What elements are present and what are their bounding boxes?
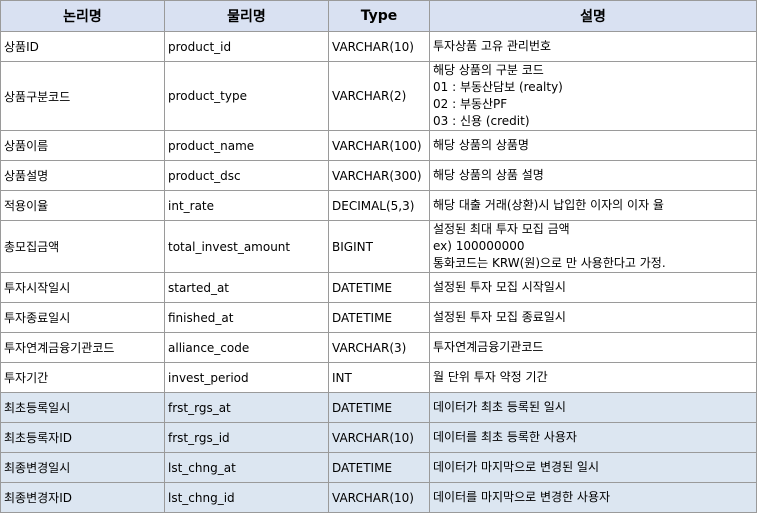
cell-physical-name: int_rate	[164, 190, 329, 221]
table-row: 상품이름 product_name VARCHAR(100) 해당 상품의 상품명	[0, 130, 757, 161]
cell-physical-name: started_at	[164, 272, 329, 303]
cell-physical-name: product_type	[164, 61, 329, 131]
cell-physical-name: alliance_code	[164, 332, 329, 363]
table-row: 적용이율 int_rate DECIMAL(5,3) 해당 대출 거래(상환)시 납입…	[0, 190, 757, 221]
description-line: ex) 100000000	[433, 239, 525, 253]
description-line: 투자연계금융기관코드	[433, 340, 544, 354]
cell-physical-name: frst_rgs_id	[164, 422, 329, 453]
cell-logical-name: 적용이율	[0, 190, 165, 221]
description-line: 투자상품 고유 관리번호	[433, 39, 552, 53]
description-line: 월 단위 투자 약정 기간	[433, 370, 548, 384]
cell-description: 해당 상품의 상품 설명	[429, 160, 757, 191]
cell-type: DATETIME	[328, 302, 430, 333]
cell-description: 투자상품 고유 관리번호	[429, 31, 757, 62]
table-row: 최초등록일시 frst_rgs_at DATETIME 데이터가 최초 등록된 일시	[0, 392, 757, 423]
cell-logical-name: 투자시작일시	[0, 272, 165, 303]
table-row: 투자기간 invest_period INT 월 단위 투자 약정 기간	[0, 362, 757, 393]
cell-physical-name: lst_chng_id	[164, 482, 329, 513]
description-line: 통화코드는 KRW(원)으로 만 사용한다고 가정.	[433, 256, 666, 270]
table-row: 최종변경일시 lst_chng_at DATETIME 데이터가 마지막으로 변경된 …	[0, 452, 757, 483]
table-row: 최종변경자ID lst_chng_id VARCHAR(10) 데이터를 마지막으로 …	[0, 482, 757, 513]
table-row: 투자시작일시 started_at DATETIME 설정된 투자 모집 시작일시	[0, 272, 757, 303]
description-line: 데이터를 마지막으로 변경한 사용자	[433, 490, 611, 504]
description-line: 03 : 신용 (credit)	[433, 114, 530, 128]
cell-logical-name: 투자연계금융기관코드	[0, 332, 165, 363]
description-line: 설정된 투자 모집 시작일시	[433, 280, 566, 294]
cell-type: BIGINT	[328, 220, 430, 273]
table-row: 상품구분코드 product_type VARCHAR(2) 해당 상품의 구분 코드…	[0, 61, 757, 131]
cell-logical-name: 최초등록일시	[0, 392, 165, 423]
table-row: 총모집금액 total_invest_amount BIGINT 설정된 최대 투자 …	[0, 220, 757, 273]
cell-type: VARCHAR(2)	[328, 61, 430, 131]
cell-description: 설정된 투자 모집 시작일시	[429, 272, 757, 303]
cell-type: DECIMAL(5,3)	[328, 190, 430, 221]
cell-description: 데이터가 마지막으로 변경된 일시	[429, 452, 757, 483]
table-row: 최초등록자ID frst_rgs_id VARCHAR(10) 데이터를 최초 등록한…	[0, 422, 757, 453]
cell-type: INT	[328, 362, 430, 393]
cell-logical-name: 최종변경일시	[0, 452, 165, 483]
cell-description: 해당 상품의 구분 코드 01 : 부동산담보 (realty) 02 : 부동산P…	[429, 61, 757, 131]
cell-physical-name: product_id	[164, 31, 329, 62]
cell-physical-name: frst_rgs_at	[164, 392, 329, 423]
cell-physical-name: product_name	[164, 130, 329, 161]
cell-physical-name: total_invest_amount	[164, 220, 329, 273]
cell-description: 월 단위 투자 약정 기간	[429, 362, 757, 393]
cell-type: VARCHAR(10)	[328, 422, 430, 453]
cell-logical-name: 상품설명	[0, 160, 165, 191]
table-row: 투자연계금융기관코드 alliance_code VARCHAR(3) 투자연계금융기…	[0, 332, 757, 363]
description-line: 설정된 최대 투자 모집 금액	[433, 222, 570, 236]
cell-type: DATETIME	[328, 272, 430, 303]
cell-description: 해당 상품의 상품명	[429, 130, 757, 161]
header-physical-name: 물리명	[164, 0, 329, 32]
cell-physical-name: lst_chng_at	[164, 452, 329, 483]
cell-physical-name: invest_period	[164, 362, 329, 393]
cell-description: 해당 대출 거래(상환)시 납입한 이자의 이자 율	[429, 190, 757, 221]
cell-logical-name: 상품구분코드	[0, 61, 165, 131]
description-line: 01 : 부동산담보 (realty)	[433, 80, 563, 94]
description-line: 해당 상품의 구분 코드	[433, 63, 544, 77]
cell-description: 데이터를 마지막으로 변경한 사용자	[429, 482, 757, 513]
header-type: Type	[328, 0, 430, 32]
description-line: 02 : 부동산PF	[433, 97, 508, 111]
description-line: 데이터가 마지막으로 변경된 일시	[433, 460, 600, 474]
cell-logical-name: 상품이름	[0, 130, 165, 161]
header-row: 논리명 물리명 Type 설명	[0, 0, 757, 32]
description-line: 데이터가 최초 등록된 일시	[433, 400, 566, 414]
table-row: 상품설명 product_dsc VARCHAR(300) 해당 상품의 상품 설명	[0, 160, 757, 191]
cell-logical-name: 최종변경자ID	[0, 482, 165, 513]
cell-description: 설정된 최대 투자 모집 금액 ex) 100000000 통화코드는 KRW(원)…	[429, 220, 757, 273]
description-line: 해당 상품의 상품 설명	[433, 168, 544, 182]
cell-description: 데이터를 최초 등록한 사용자	[429, 422, 757, 453]
cell-description: 데이터가 최초 등록된 일시	[429, 392, 757, 423]
table-row: 상품ID product_id VARCHAR(10) 투자상품 고유 관리번호	[0, 31, 757, 62]
cell-type: VARCHAR(3)	[328, 332, 430, 363]
cell-logical-name: 상품ID	[0, 31, 165, 62]
cell-type: VARCHAR(10)	[328, 31, 430, 62]
cell-physical-name: finished_at	[164, 302, 329, 333]
description-line: 해당 상품의 상품명	[433, 138, 529, 152]
cell-type: VARCHAR(300)	[328, 160, 430, 191]
header-description: 설명	[429, 0, 757, 32]
cell-logical-name: 최초등록자ID	[0, 422, 165, 453]
cell-type: DATETIME	[328, 392, 430, 423]
cell-description: 투자연계금융기관코드	[429, 332, 757, 363]
cell-physical-name: product_dsc	[164, 160, 329, 191]
table-row: 투자종료일시 finished_at DATETIME 설정된 투자 모집 종료일시	[0, 302, 757, 333]
header-logical-name: 논리명	[0, 0, 165, 32]
cell-logical-name: 투자기간	[0, 362, 165, 393]
cell-type: VARCHAR(10)	[328, 482, 430, 513]
cell-logical-name: 투자종료일시	[0, 302, 165, 333]
cell-description: 설정된 투자 모집 종료일시	[429, 302, 757, 333]
cell-type: DATETIME	[328, 452, 430, 483]
description-line: 해당 대출 거래(상환)시 납입한 이자의 이자 율	[433, 198, 664, 212]
description-line: 데이터를 최초 등록한 사용자	[433, 430, 577, 444]
cell-logical-name: 총모집금액	[0, 220, 165, 273]
description-line: 설정된 투자 모집 종료일시	[433, 310, 566, 324]
cell-type: VARCHAR(100)	[328, 130, 430, 161]
